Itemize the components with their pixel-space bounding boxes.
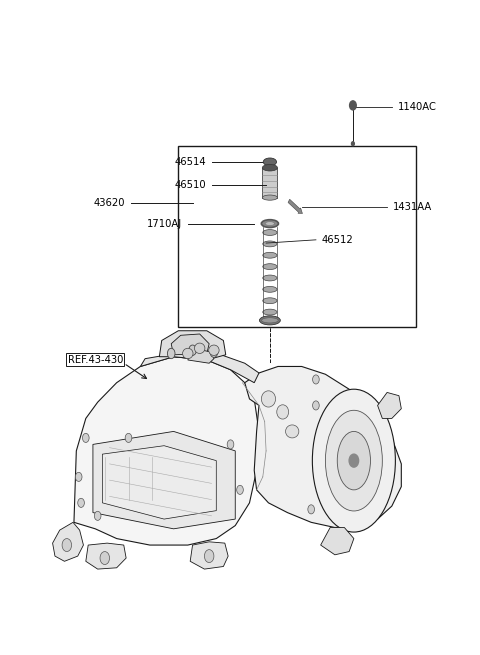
Ellipse shape — [263, 158, 276, 166]
Circle shape — [227, 440, 234, 449]
Polygon shape — [86, 543, 126, 569]
Text: 46510: 46510 — [174, 179, 206, 189]
Circle shape — [125, 434, 132, 442]
Ellipse shape — [312, 389, 396, 532]
Ellipse shape — [263, 252, 277, 258]
Circle shape — [210, 347, 218, 358]
Ellipse shape — [262, 195, 277, 200]
Polygon shape — [378, 392, 401, 419]
Polygon shape — [140, 352, 259, 383]
Ellipse shape — [263, 309, 277, 315]
Circle shape — [62, 538, 72, 552]
Ellipse shape — [337, 432, 371, 490]
Ellipse shape — [263, 286, 277, 292]
Text: 46514: 46514 — [174, 157, 206, 167]
Polygon shape — [53, 522, 84, 561]
Circle shape — [351, 141, 354, 145]
Ellipse shape — [286, 425, 299, 438]
Circle shape — [349, 454, 359, 467]
Circle shape — [168, 348, 175, 359]
Ellipse shape — [265, 221, 275, 225]
Ellipse shape — [182, 348, 193, 359]
Circle shape — [237, 485, 243, 495]
Polygon shape — [190, 542, 228, 569]
Text: 1431AA: 1431AA — [393, 202, 432, 212]
Circle shape — [312, 401, 319, 410]
Ellipse shape — [263, 298, 277, 304]
Circle shape — [312, 375, 319, 384]
Polygon shape — [171, 334, 209, 355]
Ellipse shape — [261, 219, 278, 227]
Text: 1140AC: 1140AC — [397, 102, 436, 112]
Text: REF.43-430: REF.43-430 — [68, 355, 123, 365]
Polygon shape — [321, 527, 354, 555]
Text: 46512: 46512 — [322, 235, 353, 245]
Polygon shape — [188, 350, 214, 364]
Polygon shape — [102, 445, 216, 519]
Text: 1710AJ: 1710AJ — [147, 219, 182, 229]
Ellipse shape — [263, 230, 277, 235]
FancyArrow shape — [288, 199, 302, 214]
Polygon shape — [159, 331, 226, 360]
Ellipse shape — [261, 391, 276, 407]
Bar — [179, 145, 416, 328]
Ellipse shape — [277, 405, 288, 419]
Ellipse shape — [260, 316, 280, 325]
Circle shape — [95, 512, 101, 520]
Circle shape — [189, 345, 196, 356]
Text: 43620: 43620 — [94, 198, 125, 208]
Circle shape — [75, 472, 82, 481]
Ellipse shape — [209, 345, 219, 356]
Circle shape — [100, 552, 109, 565]
Ellipse shape — [262, 318, 278, 323]
Polygon shape — [245, 366, 401, 527]
Polygon shape — [74, 357, 259, 545]
Ellipse shape — [263, 275, 277, 281]
Ellipse shape — [263, 241, 277, 247]
Circle shape — [349, 101, 356, 110]
Ellipse shape — [325, 410, 383, 511]
Polygon shape — [93, 432, 235, 529]
Circle shape — [83, 434, 89, 442]
Ellipse shape — [262, 164, 277, 171]
Ellipse shape — [263, 264, 277, 270]
Circle shape — [204, 550, 214, 563]
Bar — [262, 168, 277, 198]
Ellipse shape — [194, 343, 205, 354]
Circle shape — [78, 498, 84, 508]
Circle shape — [308, 505, 314, 514]
